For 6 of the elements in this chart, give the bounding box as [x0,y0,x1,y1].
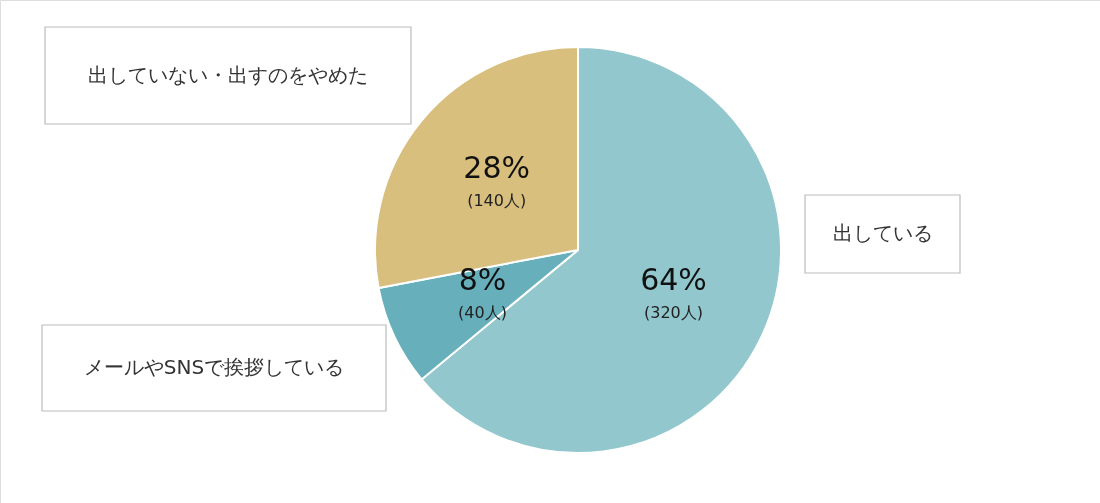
text: 64% (320人) [640,261,707,322]
slice-label: メールやSNSで挨拶している [83,355,345,379]
slice-label: 出している [832,221,933,245]
text: 8% (40人) [458,261,507,322]
slice-label: 出していない・出すのをやめた [88,62,368,87]
text: 28% (140人) [463,149,531,210]
